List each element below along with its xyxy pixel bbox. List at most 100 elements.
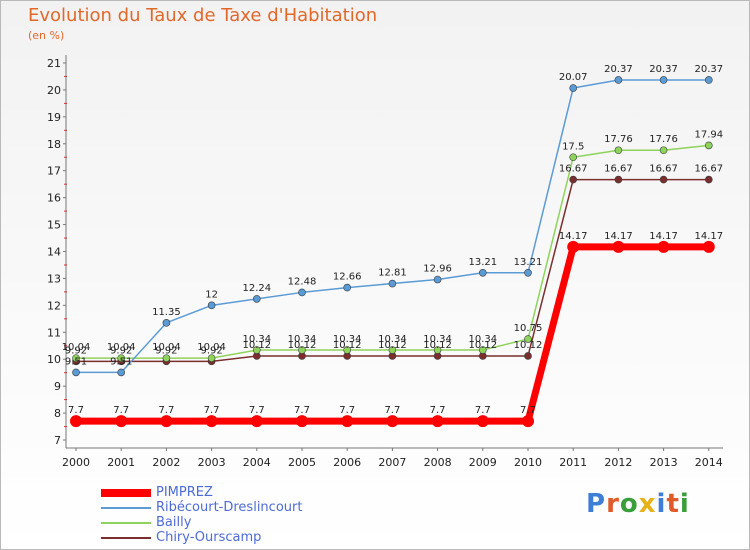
- y-tick-label: 9: [54, 380, 61, 393]
- data-label: 9.51: [110, 356, 132, 367]
- legend-swatch-chiry: [101, 537, 151, 539]
- data-point: [569, 153, 578, 162]
- logo-letter: P: [586, 489, 607, 519]
- y-tick-label: 14: [47, 246, 61, 259]
- data-label: 10.34: [333, 334, 362, 345]
- x-tick-label: 2013: [650, 456, 678, 469]
- data-point: [160, 415, 173, 428]
- data-point: [431, 415, 444, 428]
- data-label: 17.76: [649, 134, 678, 145]
- logo-letter: r: [606, 489, 620, 519]
- y-tick-label: 16: [47, 192, 61, 205]
- data-label: 17.76: [604, 134, 633, 145]
- data-point: [343, 283, 352, 292]
- y-tick-label: 20: [47, 84, 61, 97]
- data-label: 20.07: [559, 72, 588, 83]
- x-tick-label: 2002: [152, 456, 180, 469]
- data-label: 10.34: [468, 334, 497, 345]
- legend-swatch-ribecourt: [101, 507, 151, 509]
- data-point: [253, 346, 261, 354]
- data-point: [524, 335, 532, 343]
- chart-subtitle: (en %): [28, 29, 65, 42]
- data-label: 17.5: [562, 141, 584, 152]
- y-tick-label: 8: [54, 407, 61, 420]
- data-point: [70, 415, 82, 428]
- data-label: 9.92: [155, 345, 177, 356]
- data-point: [298, 288, 306, 297]
- data-point: [117, 354, 125, 362]
- data-point: [72, 368, 80, 377]
- data-label: 14.17: [694, 231, 723, 242]
- data-label: 16.67: [604, 164, 633, 175]
- data-label: 10.04: [107, 342, 136, 353]
- data-label: 10.12: [514, 340, 543, 351]
- data-point: [478, 268, 487, 277]
- data-point: [341, 415, 354, 428]
- data-label: 10.04: [197, 342, 226, 353]
- data-point: [612, 240, 625, 253]
- data-label: 7.7: [475, 405, 491, 416]
- data-point: [433, 346, 442, 354]
- data-label: 14.17: [604, 231, 633, 242]
- data-label: 7.7: [520, 405, 536, 416]
- logo-letter: t: [666, 489, 680, 519]
- data-point: [524, 352, 532, 360]
- data-point: [614, 76, 623, 84]
- data-point: [524, 268, 532, 277]
- data-label: 7.7: [158, 405, 174, 416]
- data-label: 9.92: [65, 345, 87, 356]
- legend-label: Bailly: [156, 515, 192, 530]
- chart-title: Evolution du Taux de Taxe d'Habitation: [28, 5, 378, 26]
- data-point: [433, 275, 442, 284]
- x-tick-label: 2009: [469, 456, 497, 469]
- data-point: [298, 346, 306, 354]
- data-label: 9.92: [200, 345, 222, 356]
- data-point: [522, 415, 534, 428]
- legend-swatch-pimprez: [101, 489, 151, 497]
- data-point: [207, 354, 216, 362]
- data-label: 9.51: [65, 356, 87, 367]
- data-point: [659, 76, 668, 84]
- data-label: 12.96: [423, 264, 452, 275]
- data-label: 10.34: [242, 334, 271, 345]
- data-label: 10.04: [152, 342, 181, 353]
- data-point: [657, 240, 670, 253]
- data-label: 20.37: [649, 64, 678, 75]
- data-label: 10.75: [514, 323, 543, 334]
- data-label: 13.21: [514, 257, 543, 268]
- y-tick-label: 18: [47, 138, 61, 151]
- y-tick-label: 7: [54, 434, 61, 447]
- proxiti-logo: Proxiti: [586, 489, 690, 519]
- data-point: [388, 346, 397, 354]
- data-label: 7.7: [113, 405, 129, 416]
- data-label: 12.66: [333, 272, 362, 283]
- data-point: [388, 279, 397, 288]
- data-point: [162, 319, 171, 327]
- data-label: 12.48: [288, 276, 317, 287]
- series-line-1: [75, 79, 710, 374]
- data-label: 10.34: [423, 334, 452, 345]
- data-point: [659, 175, 668, 184]
- data-label: 12.24: [242, 283, 271, 294]
- data-label: 16.67: [649, 164, 678, 175]
- data-label: 7.7: [339, 405, 355, 416]
- y-tick-label: 13: [47, 272, 61, 285]
- x-tick-label: 2012: [604, 456, 632, 469]
- data-label: 14.17: [559, 231, 588, 242]
- y-tick-label: 12: [47, 299, 61, 312]
- legend-swatch-bailly: [101, 522, 151, 524]
- series-line-2: [75, 144, 710, 359]
- x-tick-label: 2000: [62, 456, 90, 469]
- data-label: 10.12: [288, 340, 317, 351]
- data-label: 13.21: [468, 257, 497, 268]
- data-label: 7.7: [249, 405, 265, 416]
- data-point: [702, 240, 715, 253]
- data-label: 10.12: [423, 340, 452, 351]
- data-label: 10.12: [378, 340, 407, 351]
- x-tick-label: 2008: [424, 456, 452, 469]
- x-tick-label: 2003: [198, 456, 226, 469]
- y-tick-label: 21: [47, 57, 61, 70]
- data-label: 17.94: [694, 129, 723, 140]
